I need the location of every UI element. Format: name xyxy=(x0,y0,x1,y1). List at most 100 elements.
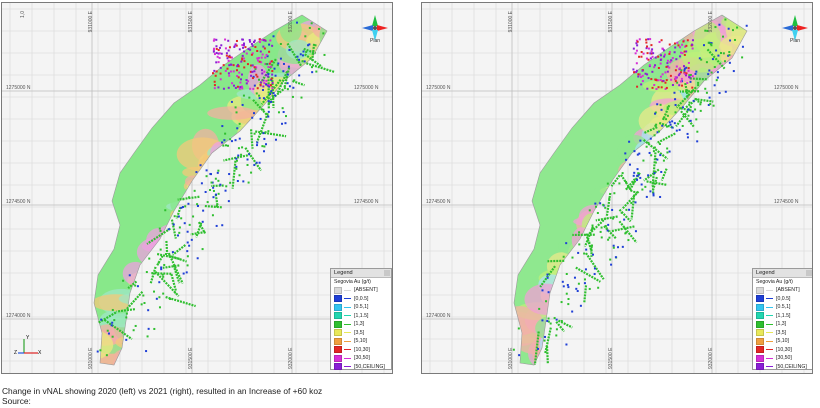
axis-y-label: Y xyxy=(26,335,30,341)
svg-text:1275000 N: 1275000 N xyxy=(774,85,799,91)
legend-item: [3,5] xyxy=(753,329,812,338)
legend-item: [10,30] xyxy=(753,346,812,355)
legend-item-label: [50,CEILING] xyxy=(354,363,385,370)
grade-shell xyxy=(94,15,327,365)
svg-text:931500 E: 931500 E xyxy=(608,10,614,32)
axis-triad-icon: Y X Z xyxy=(14,335,44,361)
sample-points xyxy=(96,21,326,357)
legend-line xyxy=(344,289,351,291)
legend-swatch xyxy=(334,346,342,354)
caption-line-2: Source: xyxy=(2,396,31,406)
legend-line xyxy=(766,357,773,359)
legend-item-label: [30,50] xyxy=(776,355,792,362)
legend-item: [0,0.5] xyxy=(331,295,391,304)
legend-item: [0.5,1] xyxy=(331,303,391,312)
legend-swatch xyxy=(334,329,342,337)
compass-icon: Plan xyxy=(360,13,390,44)
legend-swatch xyxy=(334,320,342,328)
legend-item: [0,0.5] xyxy=(753,295,812,304)
svg-text:931500 E: 931500 E xyxy=(608,347,614,369)
legend-swatch xyxy=(334,354,342,362)
legend-line xyxy=(766,349,773,351)
legend-close-icon[interactable] xyxy=(384,270,390,276)
legend-items: [ABSENT] [0,0.5] [0.5,1] [1,1.5] [1,3] [3,5] [… xyxy=(331,286,391,371)
legend-line xyxy=(766,298,773,300)
legend-swatch xyxy=(334,337,342,345)
svg-text:1274500 N: 1274500 N xyxy=(6,199,31,205)
legend-item-label: [5,10] xyxy=(354,338,367,345)
legend-subtitle: Segovia Au (g/t) xyxy=(756,279,793,285)
legend-swatch xyxy=(756,346,764,354)
legend-item-label: [5,10] xyxy=(776,338,789,345)
legend-item-label: [1,1.5] xyxy=(354,312,369,319)
legend-line xyxy=(766,332,773,334)
svg-text:931000 E: 931000 E xyxy=(88,347,94,369)
axis-z-label: Z xyxy=(14,350,18,356)
compass-label: Plan xyxy=(790,38,801,44)
legend-line xyxy=(766,340,773,342)
svg-text:932000 E: 932000 E xyxy=(288,10,294,32)
legend-line xyxy=(766,306,773,308)
legend-close-icon[interactable] xyxy=(806,270,812,276)
legend-item: [ABSENT] xyxy=(753,286,812,295)
legend-item: [30,50] xyxy=(753,354,812,363)
legend-swatch xyxy=(756,329,764,337)
legend-title: Legend xyxy=(331,269,391,278)
legend-item-label: [3,5] xyxy=(354,329,365,336)
legend-line xyxy=(766,366,773,368)
legend-items: [ABSENT] [0,0.5] [0.5,1] [1,1.5] [1,3] [3,5] [… xyxy=(753,286,812,371)
legend-item-label: [0,0.5] xyxy=(776,295,791,302)
legend-swatch xyxy=(756,312,764,320)
legend-item-label: [0.5,1] xyxy=(776,304,791,311)
legend-swatch xyxy=(334,363,342,371)
legend-line xyxy=(344,340,351,342)
legend-swatch xyxy=(756,320,764,328)
legend-item: [50,CEILING] xyxy=(331,363,391,372)
legend-item-label: [0,0.5] xyxy=(354,295,369,302)
legend-panel: Legend Segovia Au (g/t) [ABSENT] [0,0.5][… xyxy=(330,268,392,371)
legend-item-label: [0.5,1] xyxy=(354,304,369,311)
axis-x-label: X xyxy=(38,350,42,356)
legend-swatch xyxy=(756,337,764,345)
legend-swatch xyxy=(334,295,342,303)
legend-swatch xyxy=(334,312,342,320)
drillhole-traces xyxy=(97,42,335,340)
legend-swatch xyxy=(756,295,764,303)
legend-item: [5,10] xyxy=(331,337,391,346)
svg-text:1275000 N: 1275000 N xyxy=(354,85,379,91)
legend-item-label: [1,3] xyxy=(354,321,365,328)
right-map-canvas: 931000 E 931500 E 932000 E 931000 E 931500 E… xyxy=(422,3,812,373)
svg-text:932000 E: 932000 E xyxy=(708,10,714,32)
legend-item-label: [30,50] xyxy=(354,355,370,362)
compass-icon: Plan xyxy=(780,13,810,44)
legend-item: [1,1.5] xyxy=(331,312,391,321)
map-panel-2021: 931000 E 931500 E 932000 E 931000 E 931500 E… xyxy=(421,2,813,374)
svg-text:1274000 N: 1274000 N xyxy=(6,313,31,319)
svg-text:931000 E: 931000 E xyxy=(508,10,514,32)
legend-item-label: [ABSENT] xyxy=(354,287,378,294)
svg-text:932000 E: 932000 E xyxy=(288,347,294,369)
svg-text:931000 E: 931000 E xyxy=(508,347,514,369)
legend-panel: Legend Segovia Au (g/t) [ABSENT] [0,0.5][… xyxy=(752,268,812,371)
legend-swatch xyxy=(334,286,342,294)
legend-swatch xyxy=(756,303,764,311)
svg-text:1275000 N: 1275000 N xyxy=(426,85,451,91)
svg-text:1274500 N: 1274500 N xyxy=(354,199,379,205)
legend-item-label: [3,5] xyxy=(776,329,787,336)
legend-subtitle: Segovia Au (g/t) xyxy=(334,279,371,285)
legend-line xyxy=(344,306,351,308)
legend-line xyxy=(766,323,773,325)
legend-line xyxy=(344,349,351,351)
coordinate-labels: 1,0 931000 E 931500 E 932000 E 931000 E 93150… xyxy=(6,10,379,369)
legend-line xyxy=(344,298,351,300)
svg-text:1,0: 1,0 xyxy=(20,11,26,18)
legend-line xyxy=(344,323,351,325)
left-map-canvas: 1,0 931000 E 931500 E 932000 E 931000 E 93150… xyxy=(2,3,392,373)
svg-text:932000 E: 932000 E xyxy=(708,347,714,369)
caption-line-1: Change in vNAL showing 2020 (left) vs 20… xyxy=(2,386,323,396)
legend-swatch xyxy=(334,303,342,311)
figure-caption: Change in vNAL showing 2020 (left) vs 20… xyxy=(2,386,322,406)
map-panel-2020: 1,0 931000 E 931500 E 932000 E 931000 E 93150… xyxy=(1,2,393,374)
legend-item: [ABSENT] xyxy=(331,286,391,295)
legend-item: [10,30] xyxy=(331,346,391,355)
